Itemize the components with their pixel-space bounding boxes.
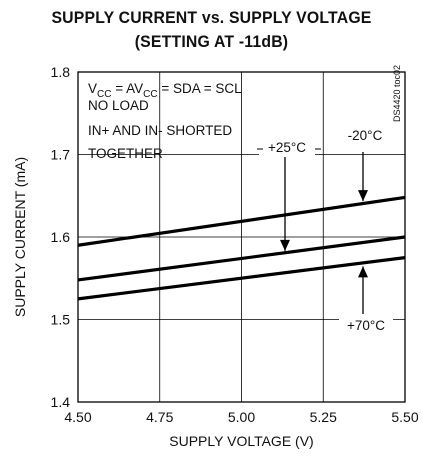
shorted-text: IN+ AND IN- SHORTED: [88, 123, 232, 138]
series-lines: [77, 195, 406, 301]
grid: [78, 72, 405, 402]
x-tick-label: 5.00: [228, 409, 255, 425]
tick-labels: 4.50 4.75 5.00 5.25 5.50 1.4 1.5 1.6 1.7 1.8: [51, 64, 419, 425]
y-tick-label: 1.5: [51, 312, 71, 328]
arrow-room-head: [280, 239, 290, 251]
y-tick-label: 1.7: [51, 147, 71, 163]
y-axis-label: SUPPLY CURRENT (mA): [12, 157, 28, 317]
y-tick-label: 1.8: [51, 64, 71, 80]
label-bg-hot: [339, 316, 393, 334]
chart-title: SUPPLY CURRENT vs. SUPPLY VOLTAGE: [51, 8, 372, 27]
y-tick-label: 1.4: [51, 394, 71, 410]
arrow-cold-head: [358, 190, 368, 202]
cond-v: V: [88, 81, 97, 96]
cond-mid: = AV: [111, 81, 143, 96]
chart-subtitle: (SETTING AT -11dB): [134, 32, 289, 51]
figure-code: DS4420 toc02: [392, 65, 402, 122]
cond-sub1: CC: [97, 89, 111, 100]
label-bg-room: [259, 138, 315, 156]
cond-sub2: CC: [143, 89, 157, 100]
label-hot-temp: +70°C: [347, 318, 385, 333]
label-room-temp: +25°C: [268, 140, 306, 155]
arrow-hot-head: [358, 266, 368, 278]
x-axis-label: SUPPLY VOLTAGE (V): [169, 433, 313, 449]
series-line-0: [77, 195, 406, 247]
together-text: TOGETHER: [88, 146, 163, 161]
series-line-2: [77, 256, 406, 301]
x-tick-label: 5.50: [391, 409, 418, 425]
x-tick-label: 4.75: [146, 409, 173, 425]
series-labels: +25°C -20°C +70°C: [257, 126, 393, 334]
no-load-text: NO LOAD: [88, 98, 149, 113]
cond-end: = SDA = SCL: [158, 81, 243, 96]
label-cold-temp: -20°C: [348, 128, 383, 143]
series-line-1: [77, 235, 406, 282]
label-arrows: [257, 148, 368, 314]
conditions-line: VCC = AVCC = SDA = SCL: [88, 81, 242, 100]
label-bg-cold: [339, 126, 391, 144]
conditions-annotation: VCC = AVCC = SDA = SCL NO LOAD IN+ AND I…: [88, 81, 242, 161]
x-tick-label: 5.25: [310, 409, 337, 425]
y-tick-label: 1.6: [51, 229, 71, 245]
x-tick-label: 4.50: [64, 409, 91, 425]
